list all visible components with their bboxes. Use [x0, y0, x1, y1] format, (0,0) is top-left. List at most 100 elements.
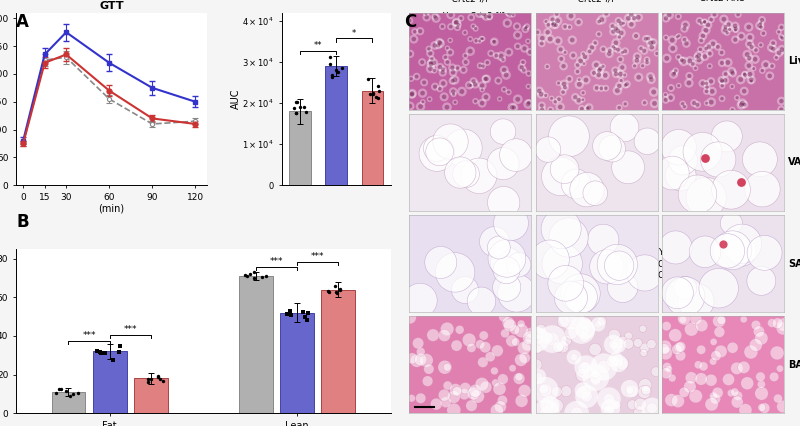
Point [522, 99, 535, 106]
Point [299, 109, 312, 115]
Point [698, 248, 711, 255]
Point [424, 59, 437, 66]
Point [488, 38, 501, 45]
Point [428, 67, 441, 74]
Point [331, 69, 344, 76]
Point [464, 36, 477, 43]
Point [708, 11, 721, 18]
Point [497, 56, 510, 63]
Point [570, 410, 583, 417]
Point [682, 80, 695, 86]
Point [580, 77, 593, 83]
Point [502, 9, 514, 16]
Point [444, 49, 457, 56]
Point [514, 320, 527, 327]
Point [742, 24, 755, 31]
Point [475, 35, 488, 42]
Point [610, 39, 622, 46]
Point [745, 348, 758, 355]
Point [593, 67, 606, 74]
Point [422, 46, 435, 52]
Point [659, 96, 672, 103]
Point [483, 14, 496, 20]
Point [426, 332, 439, 339]
Point [722, 59, 734, 66]
Point [536, 106, 549, 113]
Point [480, 94, 493, 101]
Point [555, 55, 568, 62]
Point [436, 69, 449, 76]
Point [447, 88, 460, 95]
Point [424, 65, 437, 72]
Point [636, 62, 649, 69]
Point [580, 393, 593, 400]
Point [501, 20, 514, 26]
Point [446, 69, 459, 76]
Point [613, 34, 626, 40]
Point [662, 366, 675, 372]
Point [628, 14, 641, 21]
Point [598, 363, 610, 370]
Point [429, 83, 442, 90]
Point [755, 390, 768, 397]
Point [678, 103, 690, 110]
Point [494, 403, 507, 410]
Point [641, 138, 654, 145]
Point [592, 321, 605, 328]
Point [498, 66, 510, 73]
Point [590, 374, 602, 381]
Point [455, 88, 468, 95]
Point [623, 387, 636, 394]
Point [575, 327, 588, 334]
Point [405, 75, 418, 82]
Point [441, 104, 454, 111]
Point [583, 48, 596, 55]
Point [409, 28, 422, 35]
Point [542, 21, 554, 28]
Point [474, 341, 486, 348]
Point [429, 13, 442, 20]
Point [550, 11, 563, 17]
Point [54, 386, 67, 393]
Point [540, 334, 553, 341]
Point [713, 328, 726, 335]
Point [498, 199, 510, 206]
Point [539, 387, 552, 394]
Point [616, 49, 629, 56]
Point [446, 78, 459, 84]
Point [690, 315, 702, 322]
Point [602, 407, 615, 414]
Point [672, 144, 685, 151]
Point [442, 382, 454, 389]
Point [754, 24, 767, 31]
Point [574, 294, 587, 300]
Point [480, 75, 493, 82]
Point [326, 72, 338, 78]
Point [678, 58, 690, 65]
Point [708, 11, 721, 18]
Point [557, 318, 570, 325]
Point [473, 37, 486, 44]
Point [773, 49, 786, 56]
Point [698, 53, 711, 60]
Point [578, 60, 590, 67]
Point [558, 81, 570, 87]
Point [475, 381, 488, 388]
Point [614, 77, 627, 84]
Point [638, 382, 651, 389]
Point [598, 363, 610, 370]
Point [437, 66, 450, 73]
Point [756, 67, 769, 74]
Point [723, 26, 736, 33]
Point [774, 34, 787, 40]
Point [444, 49, 457, 56]
Point [686, 60, 699, 67]
Point [701, 83, 714, 90]
Point [741, 51, 754, 58]
Point [636, 62, 649, 69]
Point [465, 82, 478, 89]
Point [631, 53, 644, 60]
Point [474, 62, 486, 69]
Point [680, 40, 693, 47]
Point [715, 317, 728, 323]
